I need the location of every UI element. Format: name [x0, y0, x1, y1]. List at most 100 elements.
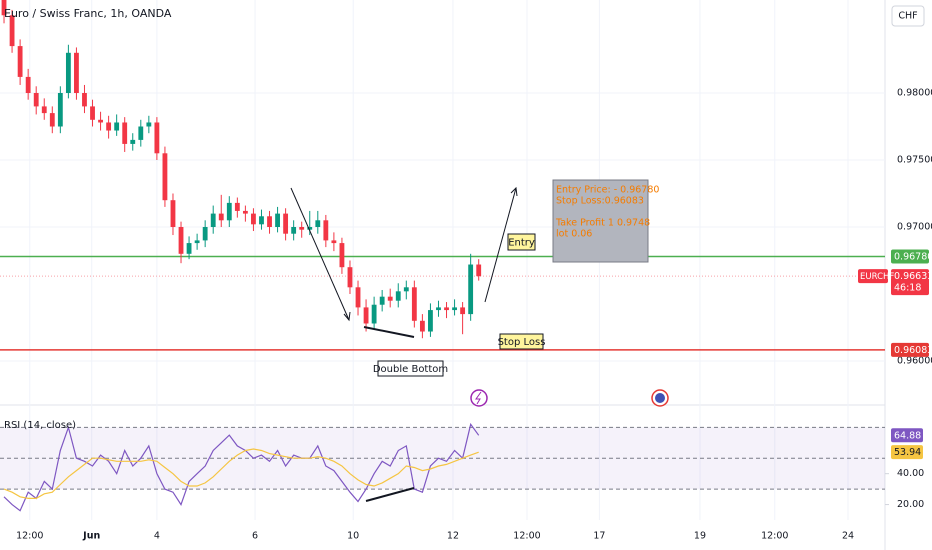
- x-tick-label: 12:00: [513, 531, 540, 542]
- rsi-line: [3, 422, 480, 512]
- value-tag: [891, 445, 923, 460]
- candle-body: [194, 240, 200, 244]
- candle-body: [347, 267, 353, 288]
- candle-body: [49, 113, 55, 127]
- x-tick-label: 10: [347, 531, 359, 542]
- candle-body: [339, 243, 345, 268]
- value-tag-text: 64.88: [894, 430, 921, 441]
- candle-body: [74, 52, 79, 93]
- candle-body: [202, 227, 208, 241]
- candle-body: [210, 213, 216, 228]
- chart-title: Euro / Swiss Franc, 1h, OANDA: [4, 7, 172, 20]
- info-text: Take Profit 1 0.9748: [555, 218, 650, 229]
- candle-body: [315, 220, 321, 228]
- candle-body: [146, 122, 152, 127]
- label-box: [377, 360, 444, 377]
- price-pane: Entry Stop Loss Double Bottom Entry Price: …: [0, 0, 885, 520]
- info-box: [552, 179, 649, 263]
- candle-body: [395, 291, 401, 301]
- candle-body: [138, 126, 144, 140]
- symbol-tag: [858, 269, 888, 284]
- candle-body: [9, 15, 15, 47]
- candle-body: [82, 92, 87, 107]
- candle-body: [275, 213, 280, 228]
- label-box: [507, 233, 536, 251]
- x-tick-label: 24: [842, 531, 854, 542]
- candle-body: [106, 122, 112, 131]
- x-tick-label: 12:00: [761, 531, 788, 542]
- candle-body: [452, 307, 457, 311]
- candle-body: [17, 46, 23, 77]
- lightning: [475, 391, 482, 405]
- candle-body: [57, 92, 63, 127]
- candle-body: [1, 0, 7, 16]
- price-tag-text: 0.96083: [894, 345, 932, 356]
- candle-body: [130, 139, 136, 144]
- candle-body: [291, 227, 297, 234]
- divergence-line: [365, 487, 415, 502]
- candle-body: [331, 240, 337, 244]
- y-tick-label: 40.00: [897, 468, 924, 479]
- candle-body: [178, 227, 184, 254]
- candle-body: [411, 287, 417, 321]
- label-text: Double Bottom: [373, 364, 448, 375]
- candle-body: [307, 227, 313, 230]
- event-icon[interactable]: [470, 389, 488, 407]
- trend-line: [484, 187, 517, 303]
- price-tag-text: 0.96633: [894, 271, 932, 282]
- flag: [655, 393, 665, 403]
- candle-body: [403, 287, 409, 292]
- rsi-title: RSI (14, close): [4, 420, 76, 431]
- candle-body: [371, 304, 377, 324]
- candle-body: [444, 307, 449, 311]
- label-text: Stop Loss: [498, 337, 546, 348]
- candle-body: [419, 320, 425, 332]
- label-text: Entry: [508, 238, 535, 249]
- candle-body: [186, 243, 192, 254]
- candle-body: [226, 202, 232, 221]
- price-tag: [891, 249, 929, 264]
- x-tick-label: 19: [694, 531, 706, 542]
- candle-body: [363, 307, 369, 324]
- y-tick-label: 0.98000: [897, 87, 932, 98]
- price-tag: [891, 342, 929, 357]
- candle-body: [242, 210, 248, 214]
- x-tick-label: 12:00: [16, 531, 43, 542]
- candle-body: [251, 213, 256, 225]
- info-text: Entry Price: - 0.96780: [556, 185, 659, 196]
- candle-body: [122, 122, 128, 144]
- candle-body: [162, 153, 168, 201]
- candle-body: [33, 92, 39, 107]
- candle-body: [323, 220, 329, 241]
- symbol-tag-text: EURCHF: [860, 272, 894, 282]
- candle-body: [299, 227, 305, 230]
- price-tag-text: 0.96780: [894, 251, 932, 262]
- trend-line: [290, 187, 350, 321]
- rsi-pane: RSI (14, close): [0, 420, 889, 512]
- candle-body: [114, 122, 120, 131]
- x-tick-label: Jun: [82, 531, 100, 542]
- info-text: Stop Loss:0.96083: [556, 196, 644, 207]
- x-tick-label: 4: [154, 531, 160, 542]
- info-text: lot 0.06: [556, 229, 592, 240]
- support-line: [363, 326, 415, 338]
- countdown: 46:18: [894, 283, 921, 294]
- candle-body: [234, 202, 240, 211]
- value-tag: [891, 428, 923, 443]
- candle-body: [170, 200, 176, 228]
- candle-body: [460, 307, 466, 315]
- currency-box[interactable]: [891, 5, 925, 27]
- candle-body: [428, 310, 433, 332]
- time-axis: [0, 520, 885, 550]
- candle-body: [436, 307, 441, 311]
- candle-body: [379, 296, 385, 305]
- price-tag: [891, 269, 929, 296]
- candle-body: [283, 213, 289, 234]
- value-tag-text: 53.94: [894, 447, 921, 458]
- arrow-head: [343, 311, 351, 322]
